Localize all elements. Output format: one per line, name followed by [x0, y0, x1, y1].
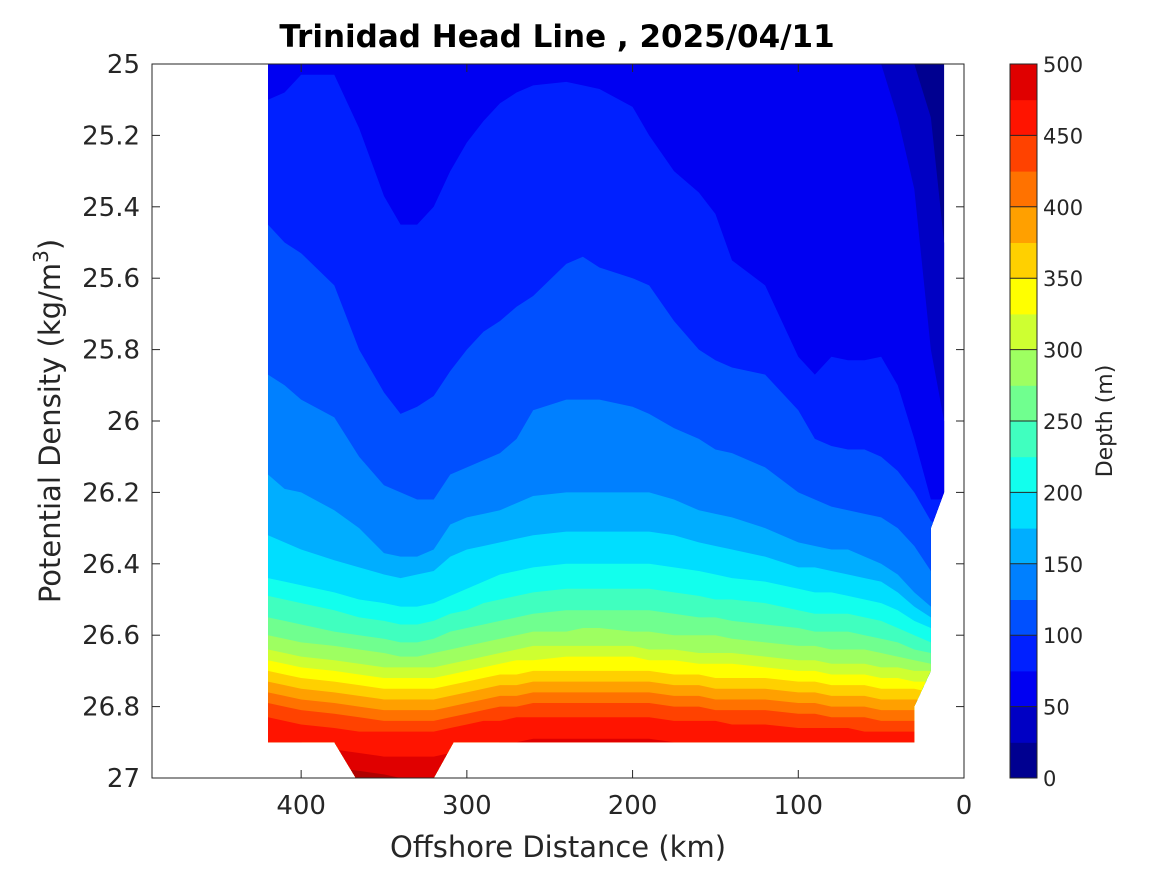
- y-tick-label: 25.8: [82, 336, 140, 366]
- colorbar-segment: [1010, 349, 1037, 386]
- y-tick-label: 26: [107, 407, 140, 437]
- colorbar-tick-label: 450: [1043, 124, 1083, 148]
- colorbar-tick-label: 400: [1043, 196, 1083, 220]
- y-tick-label: 26.2: [82, 478, 140, 508]
- colorbar-tick-label: 100: [1043, 624, 1083, 648]
- colorbar-segment: [1010, 456, 1037, 493]
- y-tick-label: 26.4: [82, 550, 140, 580]
- colorbar-segment: [1010, 64, 1037, 101]
- contour-bands: [268, 64, 945, 778]
- y-tick-label: 27: [107, 764, 140, 794]
- colorbar-tick-label: 50: [1043, 696, 1070, 720]
- colorbar: 0 50 100 150 200 250 300 350 400 450 500: [1009, 53, 1083, 791]
- colorbar-tick-label: 350: [1043, 267, 1083, 291]
- x-tick-label: 200: [608, 791, 658, 821]
- colorbar-segment: [1010, 563, 1037, 600]
- colorbar-segment: [1010, 99, 1037, 136]
- colorbar-tick-label: 150: [1043, 553, 1083, 577]
- colorbar-segment: [1010, 385, 1037, 422]
- colorbar-segment: [1010, 313, 1037, 351]
- colorbar-label: Depth (m): [1093, 365, 1118, 478]
- colorbar-segment: [1010, 171, 1037, 208]
- colorbar-tick-label: 500: [1043, 53, 1083, 77]
- y-tick-label: 25.2: [82, 121, 140, 151]
- colorbar-segment: [1010, 528, 1037, 565]
- y-axis-label-superscript: 3: [29, 250, 53, 263]
- y-tick-label: 25.4: [82, 193, 140, 223]
- colorbar-segment: [1010, 635, 1037, 672]
- colorbar-segment: [1010, 706, 1037, 743]
- y-axis-label-main: Potential Density (kg/m: [33, 263, 67, 603]
- x-axis: 400 300 200 100 0: [276, 64, 972, 821]
- colorbar-segment: [1010, 135, 1037, 172]
- y-axis: 25 25.2 25.4 25.6 25.8 26 26.2 26.4 26.6 26.8 27: [82, 50, 964, 794]
- y-axis-label-close: ): [33, 239, 67, 250]
- x-tick-label: 400: [276, 791, 326, 821]
- colorbar-segment: [1010, 421, 1037, 458]
- colorbar-segment: [1010, 599, 1037, 636]
- colorbar-segment: [1010, 242, 1037, 279]
- x-tick-label: 300: [442, 791, 492, 821]
- colorbar-tick-label: 250: [1043, 410, 1083, 434]
- colorbar-tick-label: 300: [1043, 339, 1083, 363]
- colorbar-segment: [1010, 206, 1037, 243]
- x-tick-label: 0: [956, 791, 973, 821]
- x-tick-label: 100: [773, 791, 823, 821]
- chart-title: Trinidad Head Line , 2025/04/11: [279, 19, 834, 55]
- colorbar-tick-label: 0: [1043, 767, 1056, 791]
- y-axis-label: Potential Density (kg/m3): [29, 239, 67, 603]
- y-tick-label: 26.6: [82, 621, 140, 651]
- colorbar-segment: [1010, 742, 1037, 779]
- y-tick-label: 25: [107, 50, 140, 80]
- colorbar-segment: [1010, 278, 1037, 315]
- colorbar-segment: [1010, 670, 1037, 708]
- colorbar-segment: [1010, 492, 1037, 529]
- y-tick-label: 26.8: [82, 693, 140, 723]
- y-tick-label: 25.6: [82, 264, 140, 294]
- colorbar-tick-label: 200: [1043, 481, 1083, 505]
- x-axis-label: Offshore Distance (km): [390, 830, 726, 864]
